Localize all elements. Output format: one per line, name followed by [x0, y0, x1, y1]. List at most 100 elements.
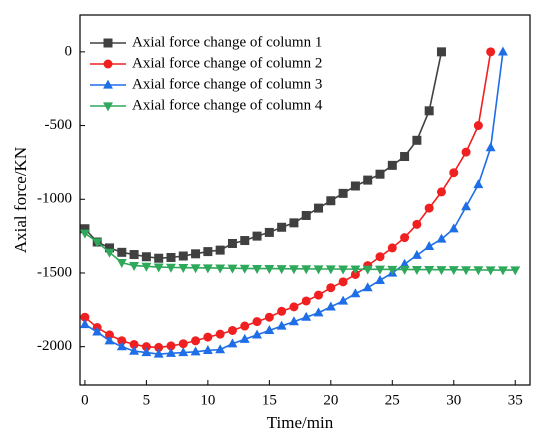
marker	[288, 265, 299, 275]
marker	[79, 229, 90, 239]
marker	[411, 265, 422, 275]
marker	[387, 243, 397, 253]
marker	[461, 266, 472, 276]
marker	[104, 248, 115, 258]
marker	[412, 219, 422, 229]
marker	[375, 252, 385, 262]
marker	[498, 46, 508, 56]
marker	[326, 283, 336, 293]
marker	[363, 175, 373, 185]
marker	[203, 247, 213, 257]
marker	[141, 252, 151, 262]
marker	[103, 102, 113, 112]
marker	[387, 265, 398, 275]
marker	[215, 245, 225, 255]
marker	[276, 265, 287, 275]
marker	[412, 135, 422, 145]
marker	[362, 265, 373, 275]
marker	[103, 59, 113, 69]
marker	[289, 218, 299, 228]
marker	[117, 336, 127, 346]
marker	[129, 250, 139, 260]
marker	[153, 263, 164, 273]
x-tick-label: 0	[81, 392, 89, 408]
x-tick-label: 10	[200, 392, 215, 408]
x-tick-label: 30	[446, 392, 461, 408]
marker	[436, 47, 446, 57]
marker	[117, 247, 127, 257]
marker	[227, 325, 237, 335]
marker	[227, 264, 238, 274]
marker	[485, 142, 496, 152]
marker	[400, 233, 410, 243]
marker	[424, 203, 434, 213]
marker	[191, 249, 201, 259]
marker	[166, 347, 176, 357]
marker	[288, 316, 299, 326]
y-tick-label: 0	[65, 43, 73, 59]
marker	[301, 210, 311, 220]
marker	[190, 264, 201, 274]
marker	[486, 47, 496, 57]
marker	[301, 265, 312, 275]
marker	[301, 311, 312, 321]
marker	[461, 201, 472, 211]
marker	[485, 266, 496, 276]
plot-frame	[79, 14, 531, 386]
marker	[424, 265, 435, 275]
marker	[178, 339, 188, 349]
marker	[313, 265, 324, 275]
marker	[510, 266, 521, 276]
legend-label: Axial force change of column 3	[132, 76, 322, 92]
marker	[166, 263, 176, 273]
x-axis-label: Time/min	[267, 413, 334, 432]
marker	[215, 264, 226, 274]
marker	[202, 344, 213, 354]
marker	[191, 336, 201, 346]
marker	[326, 196, 336, 206]
legend-label: Axial force change of column 4	[132, 97, 323, 113]
marker	[350, 288, 361, 298]
marker	[252, 317, 262, 327]
marker	[80, 224, 90, 234]
marker	[141, 342, 151, 352]
y-tick-label: -2000	[37, 338, 72, 354]
marker	[436, 266, 447, 276]
marker	[338, 277, 348, 287]
marker	[252, 231, 262, 241]
marker	[399, 258, 410, 268]
marker	[313, 307, 324, 317]
marker	[400, 152, 410, 162]
marker	[424, 241, 435, 251]
marker	[178, 251, 188, 261]
marker	[461, 147, 471, 157]
marker	[325, 265, 336, 275]
x-tick-label: 25	[385, 392, 400, 408]
marker	[264, 227, 274, 237]
marker	[264, 312, 274, 322]
marker	[338, 295, 349, 305]
marker	[240, 236, 250, 246]
marker	[154, 253, 164, 263]
marker	[264, 264, 275, 274]
marker	[375, 265, 385, 275]
marker	[178, 264, 189, 274]
x-tick-label: 5	[143, 392, 151, 408]
marker	[314, 203, 324, 213]
legend-label: Axial force change of column 1	[132, 34, 322, 50]
marker	[80, 312, 90, 322]
marker	[203, 332, 213, 342]
marker	[103, 79, 113, 89]
marker	[202, 264, 213, 274]
marker	[240, 321, 250, 331]
marker	[105, 243, 115, 253]
marker	[154, 342, 164, 352]
y-tick-label: -1500	[37, 264, 72, 280]
marker	[105, 330, 115, 340]
marker	[350, 265, 361, 275]
marker	[314, 290, 324, 300]
marker	[399, 265, 410, 275]
legend-label: Axial force change of column 2	[132, 55, 322, 71]
marker	[498, 266, 508, 276]
marker	[141, 347, 152, 357]
